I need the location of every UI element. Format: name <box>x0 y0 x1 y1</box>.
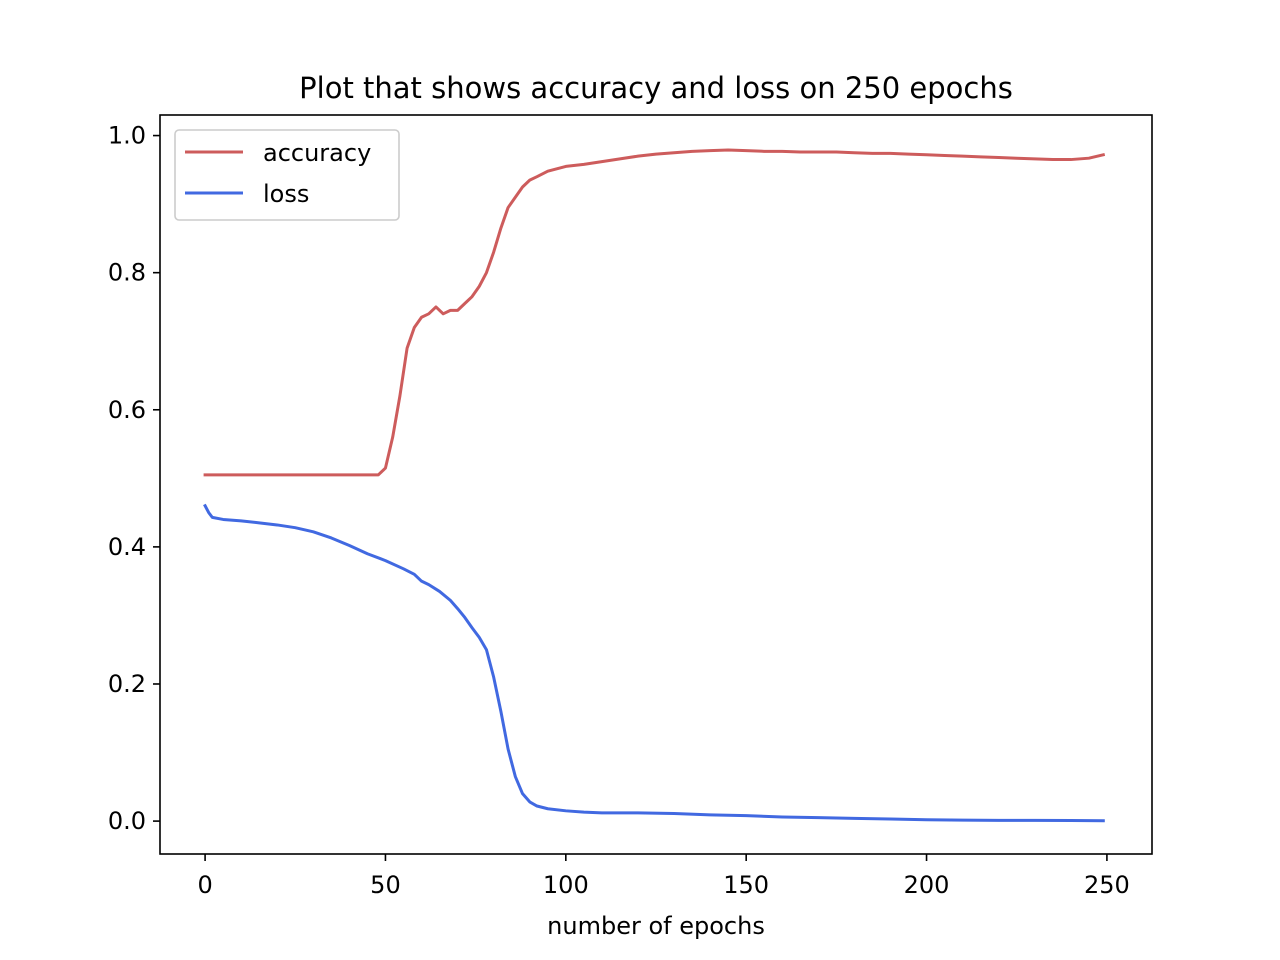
x-tick-label: 250 <box>1084 871 1130 899</box>
legend-label-accuracy: accuracy <box>263 139 371 167</box>
x-axis-label: number of epochs <box>547 912 765 940</box>
y-tick-label: 0.4 <box>108 533 146 561</box>
plot-frame <box>159 114 1153 855</box>
x-tick-label: 50 <box>370 871 401 899</box>
chart-title: Plot that shows accuracy and loss on 250… <box>299 71 1013 105</box>
y-tick-label: 0.8 <box>108 259 146 287</box>
legend: accuracy loss <box>174 129 400 221</box>
y-tick-label: 1.0 <box>108 122 146 150</box>
series-lines <box>203 148 1106 823</box>
x-tick-label: 100 <box>543 871 589 899</box>
x-tick-label: 200 <box>904 871 950 899</box>
y-tick-label: 0.6 <box>108 396 146 424</box>
y-tick-label: 0.0 <box>108 807 146 835</box>
series-line-accuracy <box>203 148 1106 477</box>
y-tick-label: 0.2 <box>108 670 146 698</box>
legend-label-loss: loss <box>263 180 309 208</box>
x-tick-label: 0 <box>197 871 212 899</box>
plot-area <box>160 115 1152 854</box>
axis-ticks: 0 50 100 150 200 250 0.0 0.2 0.4 0.6 0.8 1.0 <box>108 122 1130 899</box>
series-line-loss <box>203 503 1105 823</box>
x-tick-label: 150 <box>723 871 769 899</box>
